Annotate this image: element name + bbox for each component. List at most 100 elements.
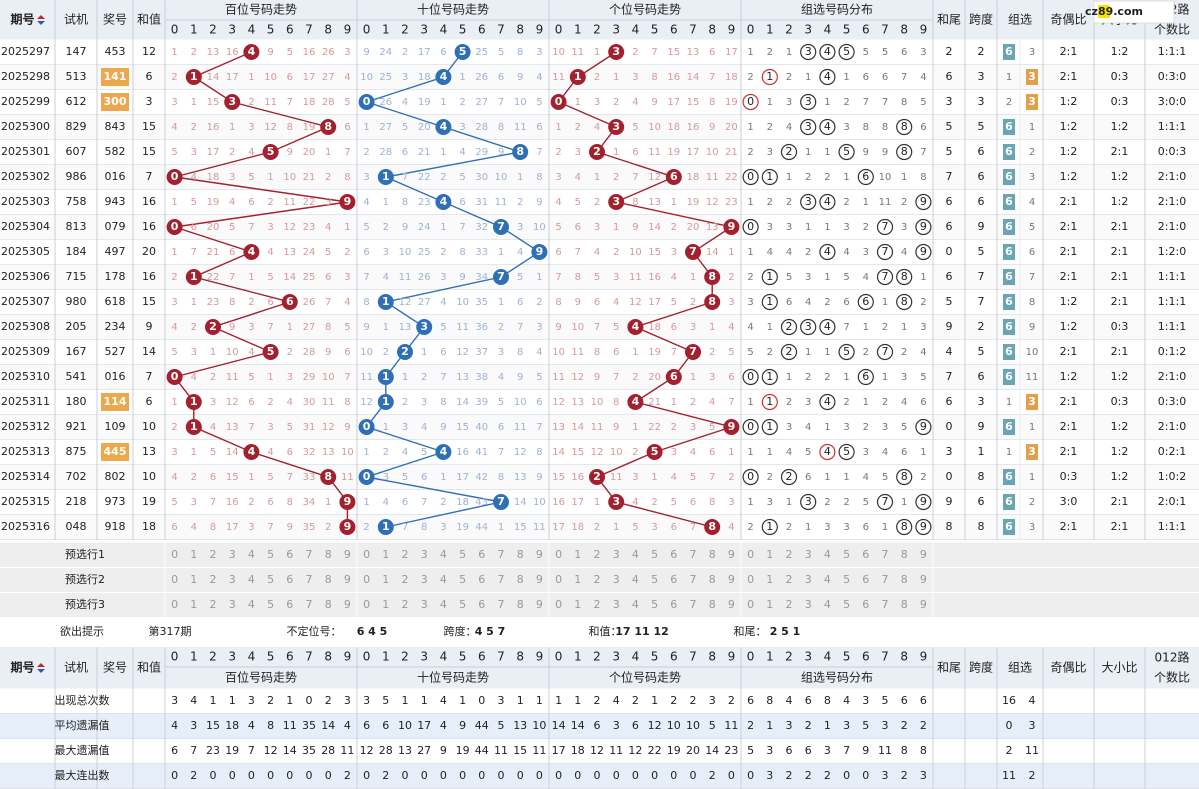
predict-digit[interactable]: 5 xyxy=(267,548,274,561)
predict-digit[interactable]: 4 xyxy=(440,573,447,586)
predict-digit[interactable]: 2 xyxy=(786,548,793,561)
predict-digit[interactable]: 1 xyxy=(190,548,197,561)
predict-digit[interactable]: 7 xyxy=(690,548,697,561)
predict-digit[interactable]: 9 xyxy=(344,598,351,611)
predict-digit[interactable]: 7 xyxy=(690,598,697,611)
predict-digit[interactable]: 4 xyxy=(632,548,639,561)
predict-digit[interactable]: 7 xyxy=(498,573,505,586)
predict-digit[interactable]: 4 xyxy=(824,573,831,586)
predict-digit[interactable]: 0 xyxy=(363,598,370,611)
predict-digit[interactable]: 3 xyxy=(613,548,620,561)
predict-digit[interactable]: 2 xyxy=(594,548,601,561)
predict-digit[interactable]: 1 xyxy=(766,573,773,586)
predict-digit[interactable]: 1 xyxy=(382,548,389,561)
predict-digit[interactable]: 5 xyxy=(843,548,850,561)
predict-digit[interactable]: 0 xyxy=(363,548,370,561)
predict-digit[interactable]: 9 xyxy=(920,573,927,586)
predict-digit[interactable]: 8 xyxy=(325,598,332,611)
predict-digit[interactable]: 2 xyxy=(786,573,793,586)
predict-digit[interactable]: 4 xyxy=(824,598,831,611)
predict-digit[interactable]: 7 xyxy=(882,548,889,561)
predict-digit[interactable]: 1 xyxy=(382,573,389,586)
predict-digit[interactable]: 3 xyxy=(229,548,236,561)
predict-digit[interactable]: 6 xyxy=(286,573,293,586)
predict-digit[interactable]: 0 xyxy=(555,598,562,611)
predict-digit[interactable]: 9 xyxy=(536,573,543,586)
predict-digit[interactable]: 6 xyxy=(670,598,677,611)
predict-digit[interactable]: 0 xyxy=(555,548,562,561)
predict-digit[interactable]: 5 xyxy=(843,598,850,611)
predict-digit[interactable]: 7 xyxy=(882,598,889,611)
predict-digit[interactable]: 6 xyxy=(862,548,869,561)
predict-digit[interactable]: 6 xyxy=(862,573,869,586)
predict-digit[interactable]: 3 xyxy=(613,598,620,611)
predict-digit[interactable]: 7 xyxy=(306,598,313,611)
predict-digit[interactable]: 8 xyxy=(901,598,908,611)
predict-digit[interactable]: 7 xyxy=(498,598,505,611)
predict-digit[interactable]: 6 xyxy=(478,598,485,611)
predict-digit[interactable]: 9 xyxy=(728,598,735,611)
predict-digit[interactable]: 0 xyxy=(747,598,754,611)
predict-digit[interactable]: 9 xyxy=(536,598,543,611)
predict-digit[interactable]: 2 xyxy=(402,548,409,561)
predict-digit[interactable]: 0 xyxy=(747,573,754,586)
predict-digit[interactable]: 1 xyxy=(574,548,581,561)
predict-digit[interactable]: 6 xyxy=(478,548,485,561)
predict-digit[interactable]: 0 xyxy=(171,548,178,561)
predict-digit[interactable]: 3 xyxy=(421,548,428,561)
predict-digit[interactable]: 9 xyxy=(728,573,735,586)
predict-digit[interactable]: 8 xyxy=(709,573,716,586)
predict-digit[interactable]: 1 xyxy=(190,598,197,611)
predict-digit[interactable]: 6 xyxy=(670,548,677,561)
predict-digit[interactable]: 7 xyxy=(306,573,313,586)
predict-digit[interactable]: 2 xyxy=(594,598,601,611)
predict-digit[interactable]: 8 xyxy=(709,548,716,561)
predict-digit[interactable]: 0 xyxy=(363,573,370,586)
predict-digit[interactable]: 8 xyxy=(709,598,716,611)
predict-digit[interactable]: 1 xyxy=(574,573,581,586)
predict-digit[interactable]: 1 xyxy=(766,548,773,561)
predict-digit[interactable]: 4 xyxy=(824,548,831,561)
predict-digit[interactable]: 1 xyxy=(766,598,773,611)
predict-digit[interactable]: 4 xyxy=(440,548,447,561)
predict-digit[interactable]: 3 xyxy=(613,573,620,586)
predict-digit[interactable]: 9 xyxy=(344,573,351,586)
predict-digit[interactable]: 2 xyxy=(210,548,217,561)
predict-digit[interactable]: 0 xyxy=(171,573,178,586)
predict-digit[interactable]: 9 xyxy=(344,548,351,561)
predict-digit[interactable]: 3 xyxy=(805,573,812,586)
predict-digit[interactable]: 2 xyxy=(210,598,217,611)
predict-digit[interactable]: 2 xyxy=(210,573,217,586)
predict-digit[interactable]: 9 xyxy=(728,548,735,561)
predict-digit[interactable]: 5 xyxy=(651,573,658,586)
predict-digit[interactable]: 9 xyxy=(920,598,927,611)
predict-digit[interactable]: 4 xyxy=(632,598,639,611)
predict-digit[interactable]: 2 xyxy=(402,598,409,611)
predict-digit[interactable]: 0 xyxy=(555,573,562,586)
predict-digit[interactable]: 3 xyxy=(421,598,428,611)
predict-digit[interactable]: 5 xyxy=(459,548,466,561)
predict-digit[interactable]: 6 xyxy=(670,573,677,586)
predict-digit[interactable]: 3 xyxy=(229,598,236,611)
predict-digit[interactable]: 0 xyxy=(747,548,754,561)
predict-digit[interactable]: 7 xyxy=(690,573,697,586)
predict-digit[interactable]: 5 xyxy=(267,598,274,611)
predict-digit[interactable]: 6 xyxy=(286,548,293,561)
predict-digit[interactable]: 3 xyxy=(229,573,236,586)
predict-digit[interactable]: 7 xyxy=(882,573,889,586)
predict-digit[interactable]: 8 xyxy=(901,548,908,561)
predict-digit[interactable]: 1 xyxy=(574,598,581,611)
predict-digit[interactable]: 4 xyxy=(248,598,255,611)
predict-digit[interactable]: 5 xyxy=(843,573,850,586)
predict-digit[interactable]: 3 xyxy=(805,598,812,611)
predict-digit[interactable]: 6 xyxy=(478,573,485,586)
predict-digit[interactable]: 8 xyxy=(517,573,524,586)
predict-digit[interactable]: 5 xyxy=(651,598,658,611)
predict-digit[interactable]: 8 xyxy=(901,573,908,586)
predict-digit[interactable]: 8 xyxy=(325,573,332,586)
predict-digit[interactable]: 1 xyxy=(190,573,197,586)
predict-digit[interactable]: 8 xyxy=(325,548,332,561)
predict-digit[interactable]: 9 xyxy=(536,548,543,561)
predict-digit[interactable]: 8 xyxy=(517,598,524,611)
predict-digit[interactable]: 2 xyxy=(594,573,601,586)
